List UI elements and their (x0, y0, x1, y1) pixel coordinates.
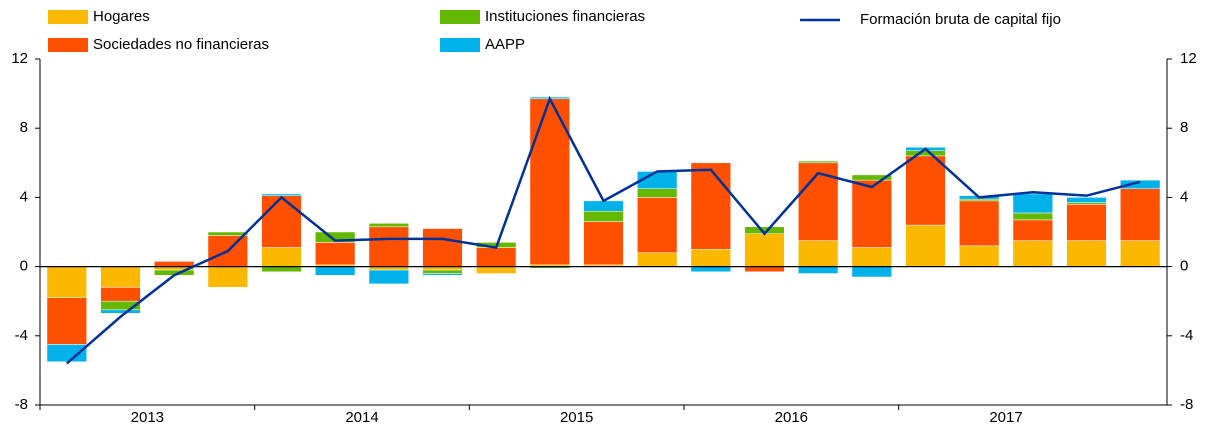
legend-label: Sociedades no financieras (93, 36, 269, 53)
y2-tick-label: 0 (1180, 258, 1188, 275)
bar (637, 252, 678, 267)
bar (798, 240, 839, 267)
bar (154, 261, 195, 267)
bar (100, 287, 141, 302)
bar (1066, 240, 1107, 267)
bar (368, 223, 409, 228)
bar (744, 266, 785, 273)
bar (905, 224, 946, 267)
bar (46, 297, 87, 345)
bar (1012, 193, 1053, 214)
x-tick-label: 2013 (131, 409, 164, 426)
bar (798, 160, 839, 164)
bar (315, 242, 356, 266)
bar (100, 266, 141, 288)
bar (959, 245, 1000, 267)
y2-tick-label: 8 (1180, 119, 1188, 136)
bar (1066, 197, 1107, 203)
bar (1120, 179, 1161, 190)
bar (261, 247, 302, 267)
bar (1012, 212, 1053, 221)
bar (798, 266, 839, 274)
bar (100, 309, 141, 314)
y2-tick-label: -4 (1180, 327, 1193, 344)
y2-tick-label: 12 (1180, 50, 1197, 67)
y-tick-label: 4 (20, 188, 28, 205)
bar (959, 200, 1000, 247)
bar (368, 226, 409, 267)
bar (959, 198, 1000, 202)
bar (261, 266, 302, 273)
legend-swatch (48, 10, 88, 24)
bar (690, 162, 731, 250)
bar (851, 266, 892, 278)
y-tick-label: -4 (15, 327, 28, 344)
bar (368, 269, 409, 285)
legend-label: Hogares (93, 8, 150, 25)
bar (1066, 202, 1107, 205)
bar (1120, 188, 1161, 241)
bar (583, 200, 624, 212)
bar (905, 150, 946, 157)
y2-tick-label: -8 (1180, 396, 1193, 413)
bar (315, 231, 356, 243)
x-tick-label: 2014 (345, 409, 378, 426)
bar (905, 155, 946, 226)
bar (637, 197, 678, 254)
bar (1066, 204, 1107, 241)
bar (637, 188, 678, 198)
bar (1120, 240, 1161, 267)
legend-label: Instituciones financieras (485, 8, 645, 25)
bar (583, 210, 624, 222)
y2-tick-label: 4 (1180, 188, 1188, 205)
bar (315, 266, 356, 276)
bar (476, 247, 517, 267)
bar (46, 344, 87, 363)
bar (422, 269, 463, 274)
bar (851, 174, 892, 181)
y-tick-label: 8 (20, 119, 28, 136)
legend-swatch (48, 38, 88, 52)
bar (851, 179, 892, 248)
bar (744, 233, 785, 267)
legend-label: AAPP (485, 36, 525, 53)
y-tick-label: 0 (20, 258, 28, 275)
line (66, 95, 1141, 365)
legend-swatch (440, 38, 480, 52)
bar (1012, 240, 1053, 267)
bar (261, 193, 302, 196)
x-tick-label: 2015 (560, 409, 593, 426)
bar (851, 247, 892, 267)
bar (207, 231, 248, 236)
bar (690, 249, 731, 267)
bar (422, 273, 463, 276)
bar (46, 266, 87, 298)
bar (261, 195, 302, 248)
bar (690, 266, 731, 273)
legend-label: Formación bruta de capital fijo (860, 11, 1061, 28)
bar (583, 221, 624, 266)
bar (422, 228, 463, 267)
bar (1012, 219, 1053, 241)
y-tick-label: 12 (11, 50, 28, 67)
x-tick-label: 2016 (775, 409, 808, 426)
bar (476, 266, 517, 274)
legend-swatch (440, 10, 480, 24)
x-tick-label: 2017 (989, 409, 1022, 426)
y-tick-label: -8 (15, 396, 28, 413)
bar (207, 266, 248, 288)
